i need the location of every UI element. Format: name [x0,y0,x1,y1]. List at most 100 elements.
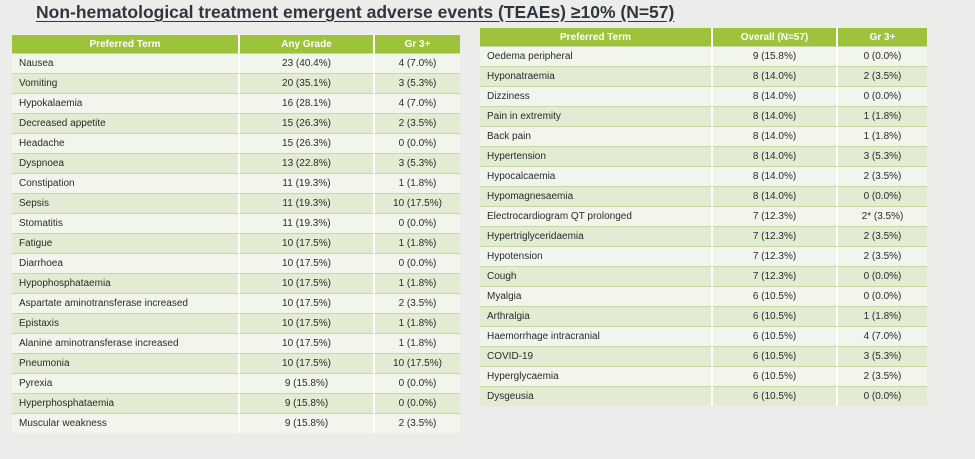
grade3plus-cell: 0 (0.0%) [375,373,460,393]
preferred-term-cell: Dyspnoea [12,153,240,173]
table-row: Hypocalcaemia 8 (14.0%) 2 (3.5%) [480,166,927,186]
overall-cell: 11 (19.3%) [240,213,375,233]
grade3plus-cell: 2 (3.5%) [375,293,460,313]
preferred-term-cell: Myalgia [480,286,713,306]
grade3plus-cell: 1 (1.8%) [375,233,460,253]
grade3plus-cell: 4 (7.0%) [838,326,927,346]
preferred-term-cell: Oedema peripheral [480,46,713,66]
grade3plus-cell: 1 (1.8%) [838,306,927,326]
grade3plus-cell: 2 (3.5%) [838,366,927,386]
table-row: Cough 7 (12.3%) 0 (0.0%) [480,266,927,286]
table-row: Sepsis 11 (19.3%) 10 (17.5%) [12,193,460,213]
grade3plus-cell: 1 (1.8%) [375,313,460,333]
table-row: Muscular weakness 9 (15.8%) 2 (3.5%) [12,413,460,433]
preferred-term-cell: Haemorrhage intracranial [480,326,713,346]
overall-cell: 10 (17.5%) [240,293,375,313]
grade3plus-cell: 0 (0.0%) [838,286,927,306]
table-row: Hypokalaemia 16 (28.1%) 4 (7.0%) [12,93,460,113]
table-row: Constipation 11 (19.3%) 1 (1.8%) [12,173,460,193]
preferred-term-cell: Pneumonia [12,353,240,373]
preferred-term-cell: COVID-19 [480,346,713,366]
grade3plus-cell: 2 (3.5%) [838,166,927,186]
table-row: Alanine aminotransferase increased 10 (17… [12,333,460,353]
table-row: Dyspnoea 13 (22.8%) 3 (5.3%) [12,153,460,173]
grade3plus-cell: 2 (3.5%) [838,66,927,86]
overall-cell: 8 (14.0%) [713,186,838,206]
grade3plus-cell: 0 (0.0%) [838,46,927,66]
grade3plus-cell: 2 (3.5%) [838,226,927,246]
table-header-row: Preferred Term Overall (N=57) Gr 3+ [480,28,927,46]
preferred-term-cell: Aspartate aminotransferase increased [12,293,240,313]
overall-cell: 9 (15.8%) [240,393,375,413]
grade3plus-cell: 1 (1.8%) [375,273,460,293]
table-row: Aspartate aminotransferase increased 10 (… [12,293,460,313]
grade3plus-cell: 3 (5.3%) [838,146,927,166]
table-row: Decreased appetite 15 (26.3%) 2 (3.5%) [12,113,460,133]
grade3plus-cell: 1 (1.8%) [375,333,460,353]
overall-cell: 7 (12.3%) [713,246,838,266]
preferred-term-cell: Pain in extremity [480,106,713,126]
overall-cell: 8 (14.0%) [713,126,838,146]
grade3plus-cell: 0 (0.0%) [375,133,460,153]
table-row: Hypophosphataemia 10 (17.5%) 1 (1.8%) [12,273,460,293]
overall-cell: 6 (10.5%) [713,366,838,386]
table-row: Hypertension 8 (14.0%) 3 (5.3%) [480,146,927,166]
column-header-preferred-term: Preferred Term [480,28,713,46]
overall-cell: 8 (14.0%) [713,146,838,166]
preferred-term-cell: Epistaxis [12,313,240,333]
grade3plus-cell: 0 (0.0%) [375,393,460,413]
overall-cell: 6 (10.5%) [713,286,838,306]
table-row: Dizziness 8 (14.0%) 0 (0.0%) [480,86,927,106]
preferred-term-cell: Headache [12,133,240,153]
grade3plus-cell: 1 (1.8%) [838,126,927,146]
grade3plus-cell: 10 (17.5%) [375,193,460,213]
table-row: Diarrhoea 10 (17.5%) 0 (0.0%) [12,253,460,273]
grade3plus-cell: 2* (3.5%) [838,206,927,226]
preferred-term-cell: Stomatitis [12,213,240,233]
grade3plus-cell: 2 (3.5%) [838,246,927,266]
preferred-term-cell: Constipation [12,173,240,193]
grade3plus-cell: 1 (1.8%) [375,173,460,193]
preferred-term-cell: Arthralgia [480,306,713,326]
overall-cell: 8 (14.0%) [713,86,838,106]
preferred-term-cell: Hypokalaemia [12,93,240,113]
overall-cell: 23 (40.4%) [240,53,375,73]
grade3plus-cell: 0 (0.0%) [838,266,927,286]
table-row: Pneumonia 10 (17.5%) 10 (17.5%) [12,353,460,373]
table-row: COVID-19 6 (10.5%) 3 (5.3%) [480,346,927,366]
table-row: Electrocardiogram QT prolonged 7 (12.3%) 2… [480,206,927,226]
grade3plus-cell: 3 (5.3%) [375,73,460,93]
grade3plus-cell: 1 (1.8%) [838,106,927,126]
table-row: Epistaxis 10 (17.5%) 1 (1.8%) [12,313,460,333]
overall-cell: 11 (19.3%) [240,193,375,213]
table-row: Hypotension 7 (12.3%) 2 (3.5%) [480,246,927,266]
overall-cell: 10 (17.5%) [240,353,375,373]
grade3plus-cell: 10 (17.5%) [375,353,460,373]
table-row: Nausea 23 (40.4%) 4 (7.0%) [12,53,460,73]
overall-cell: 15 (26.3%) [240,113,375,133]
left-adverse-events-table: Preferred Term Any Grade Gr 3+ Nausea 23 … [12,35,460,433]
preferred-term-cell: Hypertension [480,146,713,166]
grade3plus-cell: 3 (5.3%) [838,346,927,366]
preferred-term-cell: Dizziness [480,86,713,106]
overall-cell: 8 (14.0%) [713,166,838,186]
table-row: Dysgeusia 6 (10.5%) 0 (0.0%) [480,386,927,406]
preferred-term-cell: Fatigue [12,233,240,253]
preferred-term-cell: Electrocardiogram QT prolonged [480,206,713,226]
grade3plus-cell: 0 (0.0%) [375,253,460,273]
grade3plus-cell: 2 (3.5%) [375,413,460,433]
overall-cell: 6 (10.5%) [713,326,838,346]
preferred-term-cell: Hyperglycaemia [480,366,713,386]
preferred-term-cell: Decreased appetite [12,113,240,133]
table-row: Arthralgia 6 (10.5%) 1 (1.8%) [480,306,927,326]
overall-cell: 9 (15.8%) [240,373,375,393]
overall-cell: 20 (35.1%) [240,73,375,93]
preferred-term-cell: Hyperphosphataemia [12,393,240,413]
preferred-term-cell: Hypocalcaemia [480,166,713,186]
preferred-term-cell: Nausea [12,53,240,73]
grade3plus-cell: 2 (3.5%) [375,113,460,133]
overall-cell: 10 (17.5%) [240,253,375,273]
preferred-term-cell: Hypomagnesaemia [480,186,713,206]
table-row: Stomatitis 11 (19.3%) 0 (0.0%) [12,213,460,233]
preferred-term-cell: Back pain [480,126,713,146]
